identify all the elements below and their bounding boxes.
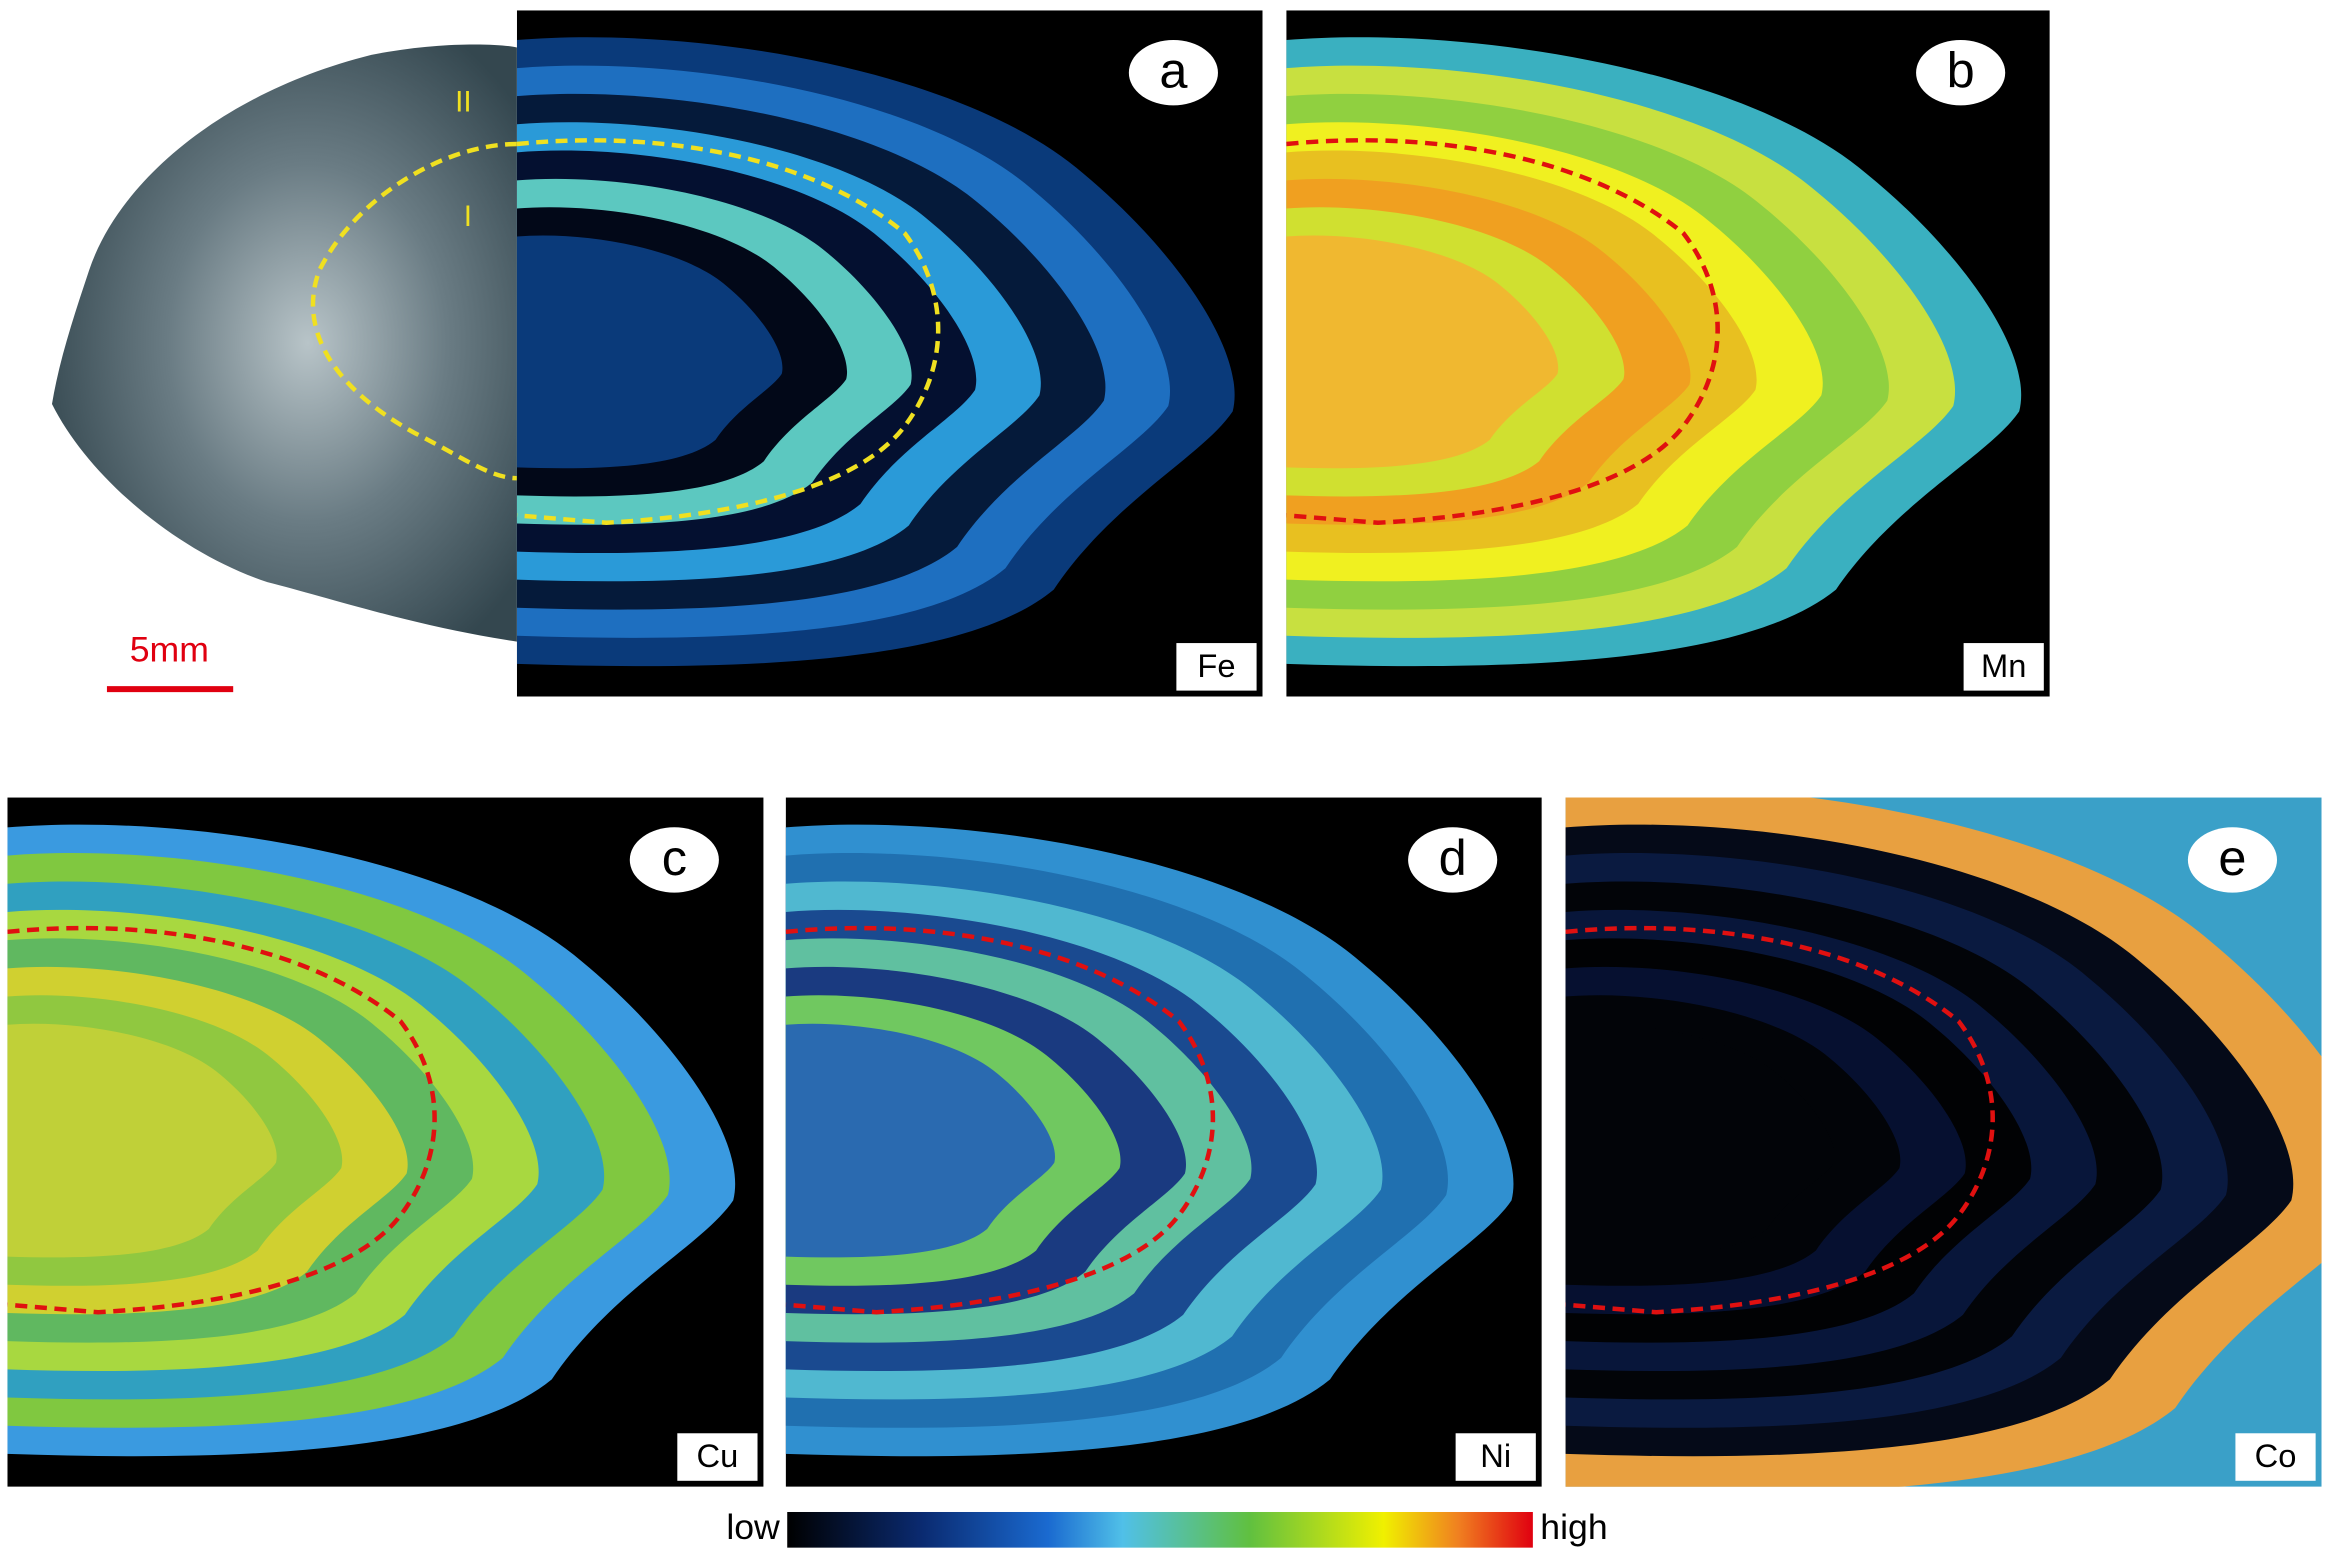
nodule <box>785 824 1514 1457</box>
element-label: Fe <box>1197 647 1235 684</box>
panel-letter-badge <box>1916 40 2006 106</box>
nodule <box>516 37 1235 667</box>
growth-ring <box>1565 1023 1835 1258</box>
zone-boundary <box>516 138 941 525</box>
element-label: Co <box>2255 1437 2297 1474</box>
element-map: b Mn <box>1286 10 2050 697</box>
element-label: Ni <box>1480 1437 1511 1474</box>
colorbar: low high <box>726 1507 1608 1548</box>
growth-ring <box>785 1023 1055 1258</box>
element-label: Cu <box>697 1437 739 1474</box>
map-body <box>7 797 764 1487</box>
map-body <box>1286 10 2050 697</box>
panel-letter: b <box>1947 42 1975 99</box>
nodule <box>7 824 736 1457</box>
element-label-box <box>1455 1433 1536 1481</box>
element-label-box <box>1176 643 1257 691</box>
element-label-box <box>1963 643 2044 691</box>
nodule <box>1286 37 2022 667</box>
growth-ring <box>516 235 783 469</box>
element-map: c Cu <box>7 797 764 1487</box>
zone-boundary <box>1565 925 1995 1315</box>
panel-letter-badge <box>1408 827 1498 893</box>
panel-letter: c <box>662 829 687 886</box>
scale-bar-label: 5mm <box>130 629 209 669</box>
panel-letter: a <box>1159 42 1188 99</box>
nodule-photo <box>51 44 517 642</box>
zone-boundary <box>7 925 437 1315</box>
zone-boundary <box>785 925 1216 1315</box>
zone-boundary <box>1286 138 1720 525</box>
growth-ring <box>7 1023 277 1258</box>
panel-letter-badge <box>629 827 719 893</box>
element-map: e Co <box>1565 797 2322 1487</box>
zone-label: II <box>455 86 472 119</box>
zone-label: I <box>464 200 472 233</box>
growth-ring <box>1286 235 1559 469</box>
map-body <box>785 797 1542 1487</box>
zone-boundary <box>310 141 517 481</box>
colorbar-gradient <box>787 1511 1533 1548</box>
element-map: d Ni <box>785 797 1542 1487</box>
panel-letter: e <box>2218 829 2246 886</box>
panel-letter-badge <box>2187 827 2278 893</box>
map-body <box>516 10 1263 697</box>
colorbar-low: low <box>726 1507 780 1547</box>
element-map: a Fe <box>516 10 1263 697</box>
panel-letter: d <box>1439 829 1467 886</box>
element-label-box <box>2235 1433 2316 1481</box>
element-label-box <box>677 1433 758 1481</box>
element-label: Mn <box>1981 647 2026 684</box>
photo: II I 5mm <box>51 44 517 693</box>
nodule <box>1565 797 2322 1487</box>
map-body <box>1565 797 2322 1487</box>
colorbar-high: high <box>1540 1507 1607 1547</box>
panel-letter-badge <box>1128 40 1218 106</box>
